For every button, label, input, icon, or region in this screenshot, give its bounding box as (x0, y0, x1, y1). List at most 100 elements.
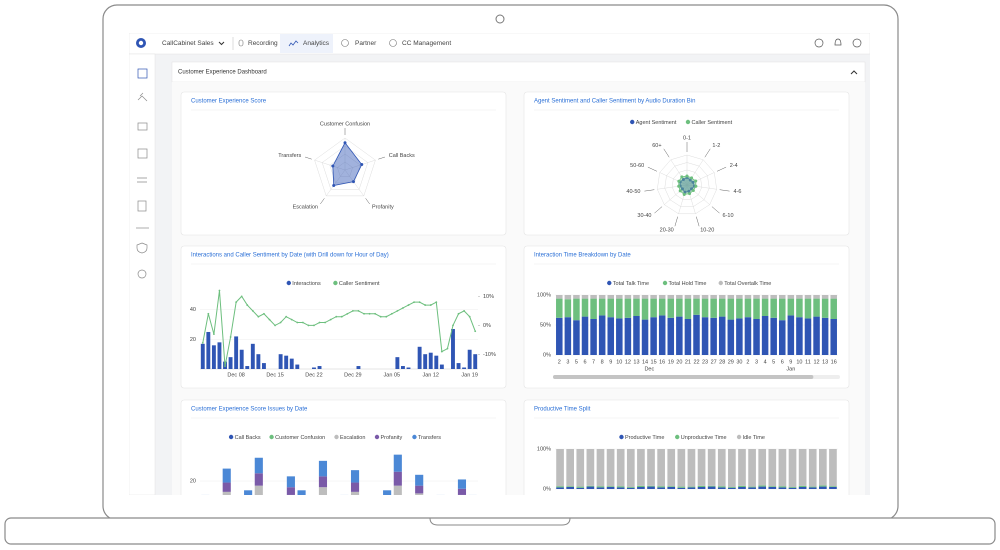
panel-title: Customer Experience Score (191, 99, 267, 105)
line-point (335, 315, 338, 318)
x-tick-label: 23 (702, 359, 708, 365)
legend-label[interactable]: Agent Sentiment (636, 120, 677, 126)
bar-segment (641, 295, 649, 299)
x-tick-label: 13 (822, 359, 828, 365)
bar (278, 354, 283, 369)
chevron[interactable] (218, 41, 225, 46)
bar-segment (637, 485, 645, 487)
side-icon[interactable] (137, 68, 148, 79)
bar-segment (633, 295, 640, 299)
bar-segment (254, 473, 263, 486)
scrollbar-thumb[interactable] (553, 375, 814, 379)
app-selector[interactable]: CallCabinet Sales (162, 40, 214, 47)
line-point (452, 324, 454, 327)
theme-icon[interactable] (814, 38, 824, 48)
bar-segment (590, 319, 597, 355)
collapse-toggle[interactable] (850, 70, 858, 75)
nav-tab[interactable]: CC Management (402, 40, 451, 47)
line-point (424, 304, 427, 306)
bar-segment (468, 494, 477, 495)
dashboard-title: Customer Experience Dashboard (178, 70, 267, 76)
axis-label: Call Backs (389, 153, 415, 159)
radar-point (682, 192, 686, 196)
legend-label[interactable]: Unproductive Time (681, 435, 727, 441)
label-leader (647, 166, 658, 172)
bar (456, 363, 461, 369)
radar-spoke (314, 159, 346, 171)
bar-segment (707, 449, 716, 486)
bar-segment (650, 317, 657, 355)
legend-label[interactable]: Customer Confusion (275, 435, 325, 441)
bar (356, 366, 361, 369)
bar-segment (607, 298, 615, 318)
legend-label[interactable]: Caller Sentiment (339, 281, 380, 287)
legend-label[interactable]: Escalation (340, 435, 365, 441)
line-point (474, 330, 477, 333)
nav-tab[interactable]: Partner (355, 40, 377, 47)
bar-segment (753, 295, 760, 299)
panel (180, 91, 507, 236)
bar-segment (556, 449, 564, 487)
legend-label[interactable]: Transfers (418, 435, 441, 441)
radar-ring (321, 145, 369, 190)
line-point (268, 318, 271, 321)
legend-label[interactable]: Total Talk Time (613, 281, 649, 287)
side-icon[interactable] (137, 200, 147, 212)
legend-label[interactable]: Productive Time (625, 435, 664, 441)
bar-segment (576, 486, 585, 488)
panel (523, 91, 850, 236)
y-tick-label: 50% (540, 322, 551, 328)
side-icon[interactable] (137, 177, 147, 183)
legend-label[interactable]: Idle Time (743, 435, 765, 441)
side-icon[interactable] (137, 122, 148, 131)
bar-segment (728, 449, 736, 487)
bar (200, 343, 205, 369)
bar-segment (626, 487, 635, 489)
bar-segment (254, 457, 263, 474)
bar-segment (829, 487, 837, 489)
bar-segment (556, 486, 564, 488)
tab-icon (288, 40, 299, 47)
bar-segment (778, 295, 786, 299)
side-icon[interactable] (137, 148, 148, 159)
legend-label[interactable]: Caller Sentiment (691, 120, 732, 126)
user-icon[interactable] (852, 38, 862, 48)
bar-segment (657, 487, 665, 489)
legend-label[interactable]: Total Overtalk Time (724, 281, 771, 287)
legend-label[interactable]: Call Backs (235, 435, 261, 441)
legend-swatch (334, 434, 339, 440)
label-leader (320, 198, 325, 205)
legend-label[interactable]: Interactions (292, 281, 321, 287)
bar-segment (761, 295, 769, 299)
nav-tab[interactable]: Analytics (303, 40, 330, 47)
nav-tab[interactable]: Recording (248, 40, 278, 47)
radar-spoke (344, 159, 376, 171)
bar-segment (821, 317, 829, 355)
bar-segment (697, 449, 706, 486)
bar-segment (581, 316, 589, 355)
side-icon[interactable] (137, 92, 148, 102)
legend-label[interactable]: Total Hold Time (669, 281, 707, 287)
panel-title: Interaction Time Breakdown by Date (534, 253, 631, 259)
line-point (257, 315, 260, 318)
bar-segment (718, 316, 726, 355)
bar-segment (818, 485, 827, 487)
bar (245, 366, 250, 369)
x-tick-label: 4 (764, 359, 767, 365)
bar (211, 345, 216, 369)
legend-label[interactable]: Profanity (381, 435, 403, 441)
bar-segment (581, 295, 589, 299)
radar-point (678, 189, 682, 193)
side-icon[interactable] (137, 269, 147, 279)
radar-ring (671, 169, 703, 200)
y-tick-label: 0% (543, 352, 551, 358)
bar (250, 343, 255, 369)
bar (312, 367, 316, 369)
axis-label: 10-20 (700, 228, 714, 234)
bar-segment (693, 295, 700, 299)
side-icon[interactable] (136, 242, 148, 254)
bar-segment (624, 295, 632, 299)
bell-icon[interactable] (834, 38, 842, 46)
radar-spoke (659, 172, 688, 186)
